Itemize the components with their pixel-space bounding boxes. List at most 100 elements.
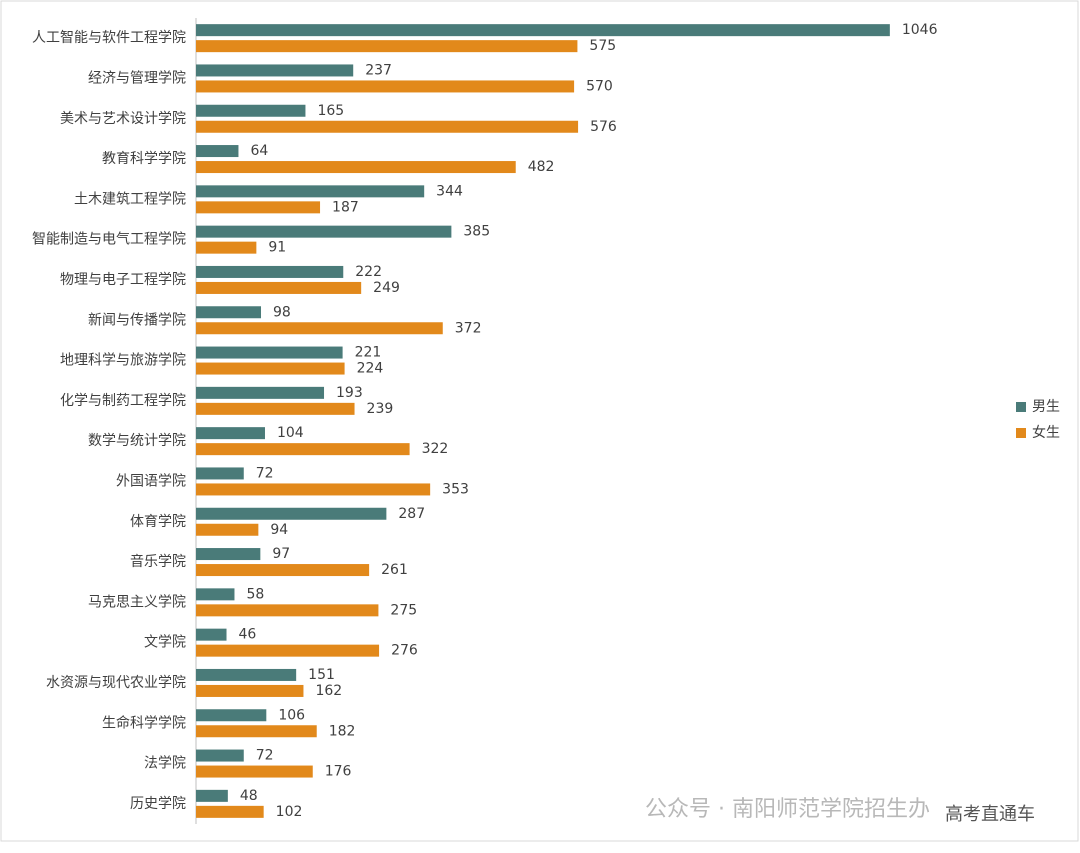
- bar: [196, 789, 228, 802]
- y-tick-label: 体育学院: [130, 514, 186, 530]
- data-label: 482: [528, 159, 555, 175]
- data-label: 106: [278, 707, 305, 723]
- bar: [196, 402, 355, 415]
- data-label: 102: [276, 804, 303, 820]
- y-tick-label: 文学院: [144, 635, 186, 651]
- bar: [196, 668, 297, 681]
- data-label: 187: [332, 199, 359, 215]
- bar: [196, 201, 321, 214]
- bar: [196, 161, 516, 174]
- bar: [196, 725, 317, 738]
- bar: [196, 765, 313, 778]
- y-tick-label: 化学与制药工程学院: [60, 393, 186, 409]
- data-label: 353: [442, 481, 469, 497]
- bar: [196, 265, 344, 278]
- bar: [196, 225, 452, 238]
- data-label: 287: [398, 506, 425, 522]
- bar: [196, 386, 325, 399]
- data-label: 222: [355, 264, 382, 280]
- data-label: 221: [355, 345, 382, 361]
- bar: [196, 507, 387, 520]
- data-label: 237: [365, 62, 392, 78]
- bar: [196, 306, 262, 319]
- bar: [196, 80, 575, 93]
- data-label: 64: [250, 143, 268, 159]
- data-label: 46: [239, 627, 257, 643]
- data-label: 224: [357, 361, 384, 377]
- data-label: 275: [390, 602, 417, 618]
- bar: [196, 604, 379, 617]
- data-label: 162: [315, 683, 342, 699]
- y-tick-label: 土木建筑工程学院: [74, 191, 186, 207]
- bar: [196, 322, 443, 335]
- data-label: 249: [373, 280, 400, 296]
- data-label: 261: [381, 562, 408, 578]
- data-label: 344: [436, 183, 463, 199]
- y-tick-label: 教育科学学院: [102, 151, 186, 167]
- data-label: 239: [367, 401, 394, 417]
- data-label: 48: [240, 788, 258, 804]
- bar: [196, 564, 370, 577]
- y-tick-label: 水资源与现代农业学院: [46, 675, 186, 691]
- data-label: 576: [590, 119, 617, 135]
- watermark-badge: 高考直通车: [945, 804, 1035, 825]
- bar: [196, 523, 259, 536]
- data-label: 193: [336, 385, 363, 401]
- data-label: 91: [268, 240, 286, 256]
- y-tick-label: 历史学院: [130, 796, 186, 812]
- y-tick-label: 智能制造与电气工程学院: [32, 232, 186, 248]
- data-label: 165: [317, 103, 344, 119]
- data-label: 104: [277, 425, 304, 441]
- y-tick-label: 新闻与传播学院: [88, 312, 186, 328]
- bar: [196, 120, 579, 133]
- data-label: 372: [455, 320, 482, 336]
- bar: [196, 185, 425, 198]
- bar: [196, 628, 227, 641]
- bar: [196, 40, 578, 53]
- data-label: 72: [256, 748, 274, 764]
- y-tick-label: 物理与电子工程学院: [60, 272, 186, 288]
- y-tick-label: 马克思主义学院: [88, 594, 186, 610]
- data-label: 97: [272, 546, 290, 562]
- bar: [196, 644, 380, 657]
- bar: [196, 24, 890, 37]
- bar: [196, 467, 244, 480]
- data-label: 322: [422, 441, 449, 457]
- data-label: 176: [325, 764, 352, 780]
- legend-swatch: [1016, 402, 1026, 412]
- watermark: 公众号 · 南阳师范学院招生办: [645, 797, 930, 822]
- y-tick-label: 人工智能与软件工程学院: [32, 30, 186, 46]
- data-label: 570: [586, 78, 613, 94]
- y-tick-label: 经济与管理学院: [88, 70, 186, 86]
- bar: [196, 805, 264, 818]
- y-tick-label: 法学院: [144, 756, 186, 772]
- y-tick-label: 生命科学学院: [102, 714, 186, 731]
- bar: [196, 684, 304, 697]
- bar: [196, 443, 410, 456]
- bar: [196, 104, 306, 117]
- bar: [196, 709, 267, 722]
- data-label: 385: [463, 224, 490, 240]
- y-tick-label: 外国语学院: [116, 473, 186, 489]
- bar: [196, 281, 362, 294]
- data-label: 94: [270, 522, 288, 538]
- bar: [196, 483, 431, 496]
- bar: [196, 64, 354, 77]
- data-label: 151: [308, 667, 335, 683]
- bar: [196, 145, 239, 158]
- bar: [196, 548, 261, 561]
- bar: [196, 362, 345, 375]
- y-tick-label: 数学与统计学院: [88, 433, 186, 449]
- legend-label: 女生: [1032, 424, 1060, 441]
- bar: [196, 241, 257, 254]
- bar: [196, 588, 235, 601]
- data-label: 98: [273, 304, 291, 320]
- data-label: 575: [589, 38, 616, 54]
- bar: [196, 749, 244, 762]
- data-label: 72: [256, 465, 274, 481]
- data-label: 58: [246, 586, 264, 602]
- y-tick-label: 美术与艺术设计学院: [60, 111, 186, 127]
